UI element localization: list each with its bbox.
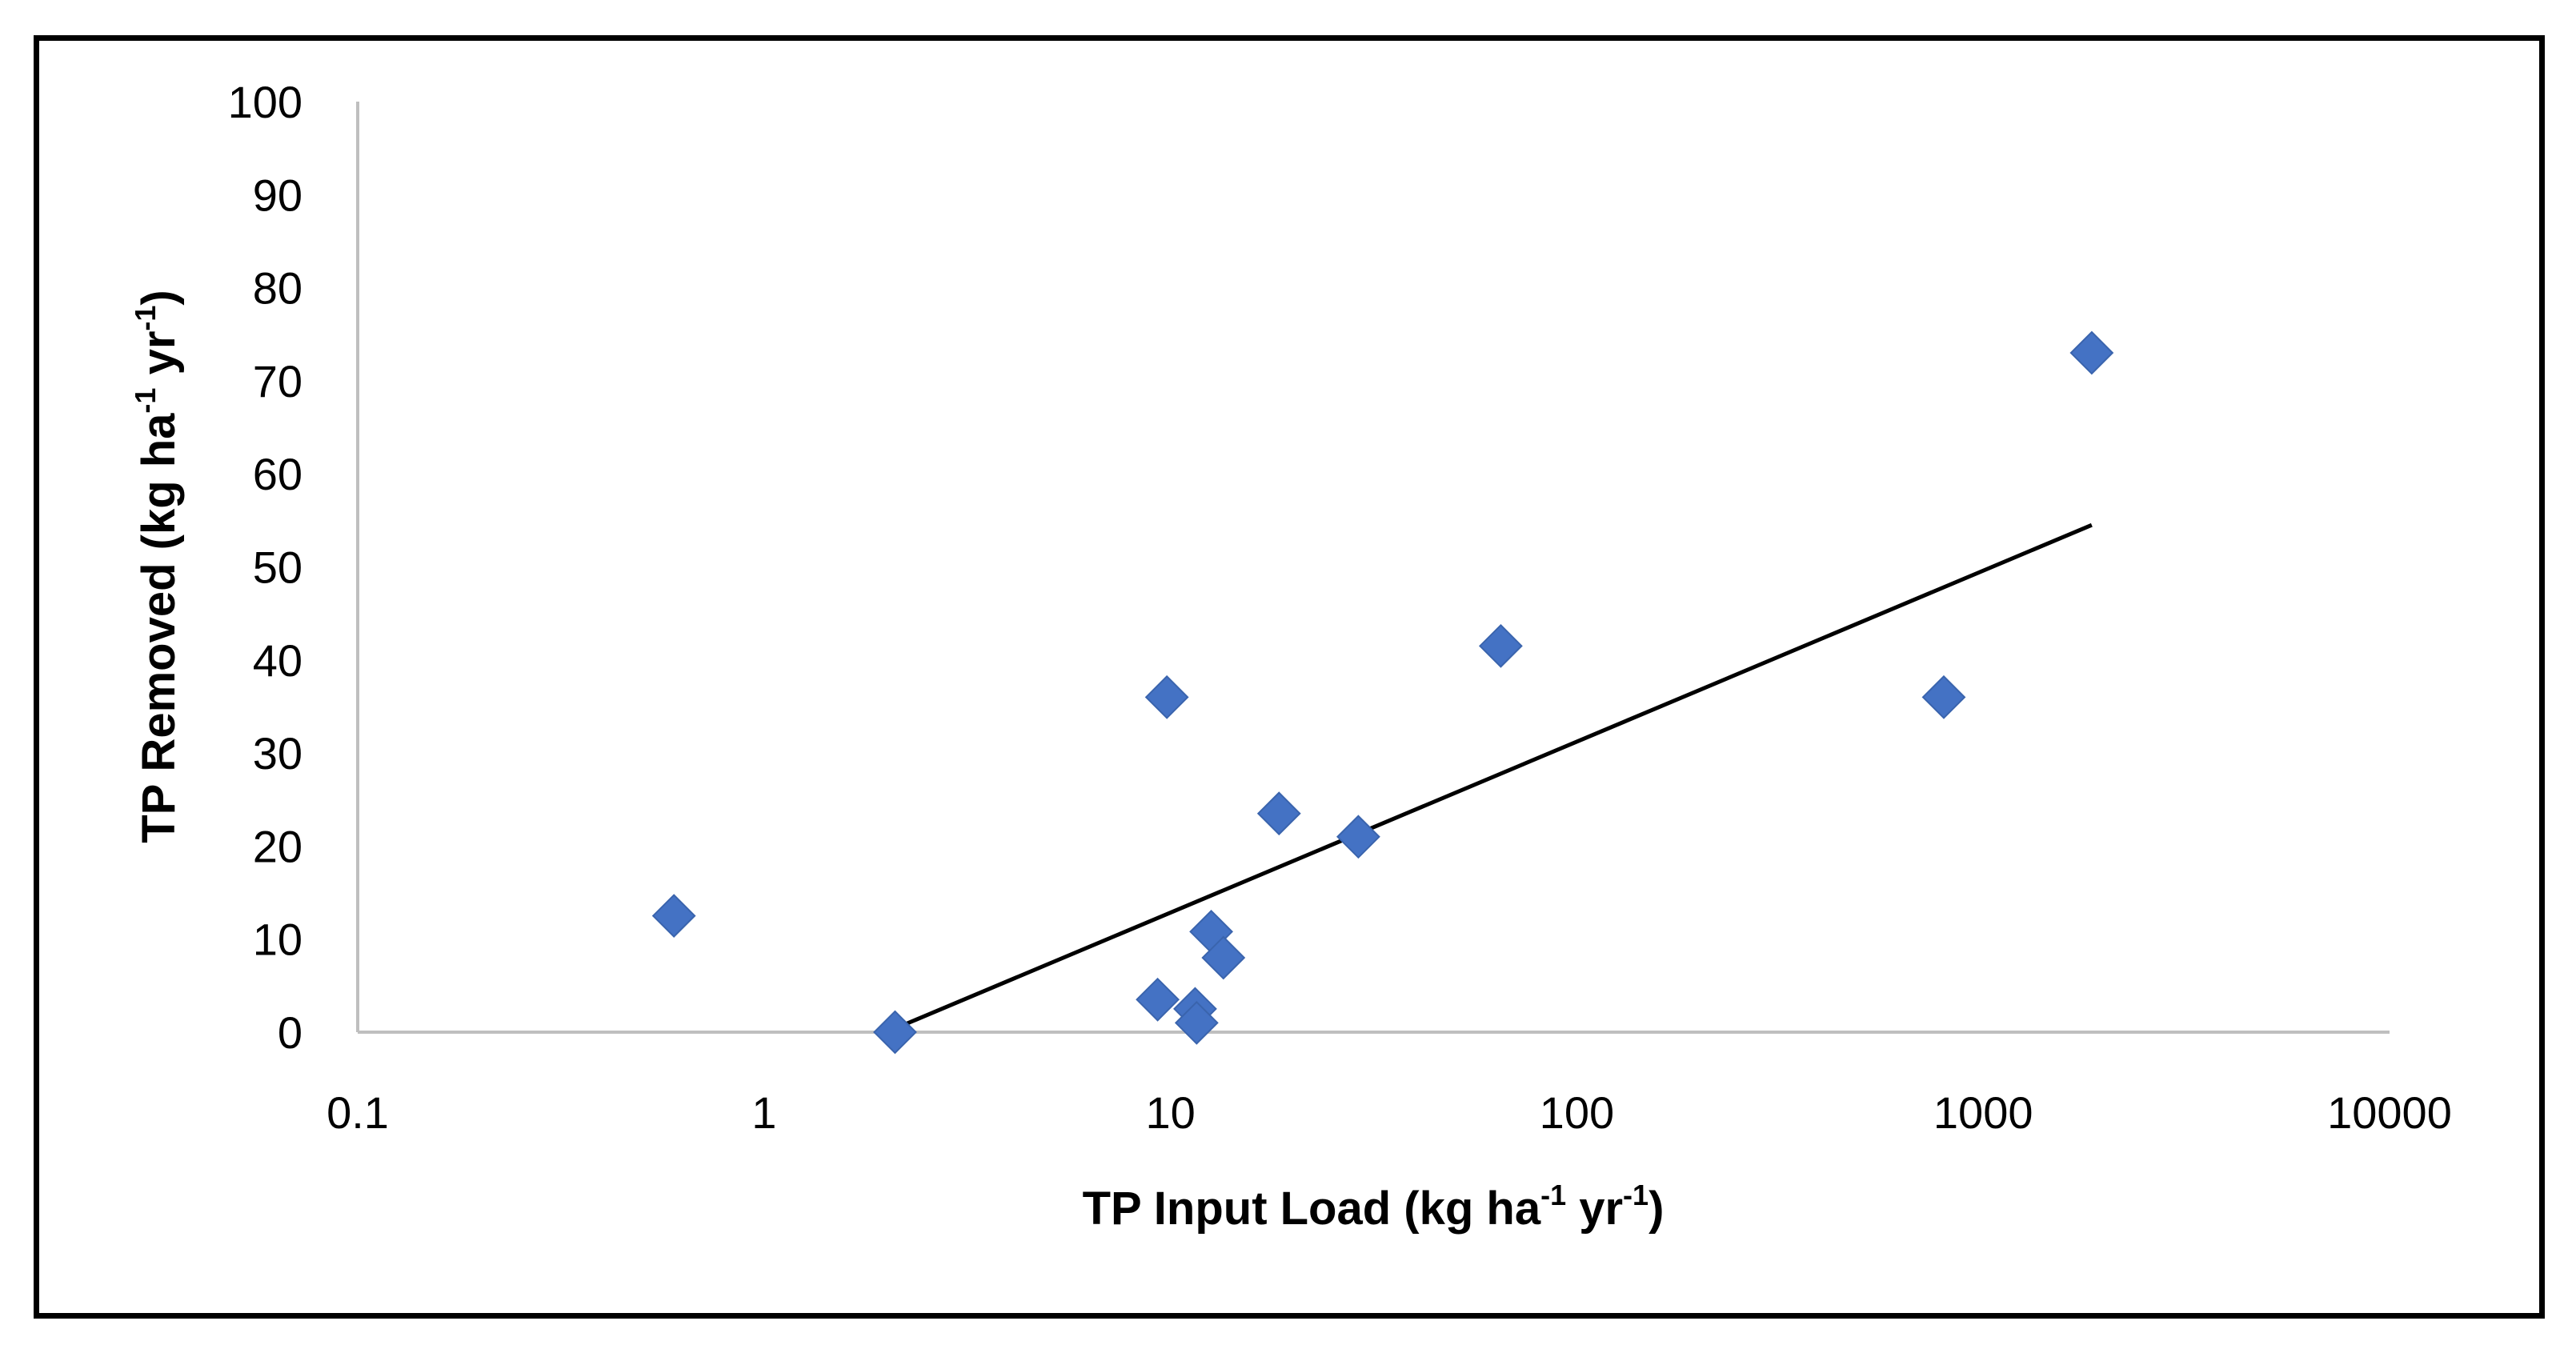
y-tick-label: 90 <box>253 170 302 220</box>
chart-frame <box>34 35 2545 1319</box>
y-tick-labels: 0 10 20 30 40 50 60 70 80 90 100 <box>228 77 302 1058</box>
data-point <box>1336 815 1380 859</box>
y-tick-label: 80 <box>253 263 302 314</box>
x-tick-label: 10000 <box>2327 1087 2452 1138</box>
y-tick-label: 70 <box>253 356 302 406</box>
data-point <box>1921 674 1966 719</box>
x-tick-label: 1 <box>751 1087 776 1138</box>
y-tick-label: 30 <box>253 728 302 779</box>
x-tick-label: 1000 <box>1933 1087 2033 1138</box>
data-point <box>1174 1000 1219 1045</box>
x-tick-label: 100 <box>1540 1087 1614 1138</box>
x-tick-label: 10 <box>1145 1087 1195 1138</box>
data-point <box>1478 623 1523 668</box>
data-point <box>1136 977 1180 1022</box>
axes <box>356 102 2390 1034</box>
y-tick-label: 0 <box>278 1007 302 1058</box>
data-point <box>1144 674 1189 719</box>
y-tick-label: 60 <box>253 449 302 499</box>
data-points <box>651 330 2114 1055</box>
trendline-group <box>885 522 2093 1035</box>
y-tick-label: 50 <box>253 542 302 593</box>
x-axis-title: TP Input Load (kg ha-1 yr-1) <box>1083 1179 1665 1235</box>
y-tick-label: 100 <box>228 77 302 127</box>
data-point <box>2069 330 2114 375</box>
data-point <box>651 894 696 939</box>
trendline <box>885 522 2093 1035</box>
y-tick-label: 40 <box>253 635 302 686</box>
x-tick-labels: 0.1 1 10 100 1000 10000 <box>327 1087 2452 1138</box>
y-tick-label: 20 <box>253 821 302 871</box>
x-tick-label: 0.1 <box>327 1087 389 1138</box>
y-axis-title: TP Removed (kg ha-1 yr-1) <box>129 290 185 843</box>
data-point <box>1201 935 1246 980</box>
data-point <box>873 1010 917 1055</box>
data-point <box>1256 791 1301 836</box>
y-tick-label: 10 <box>253 915 302 965</box>
